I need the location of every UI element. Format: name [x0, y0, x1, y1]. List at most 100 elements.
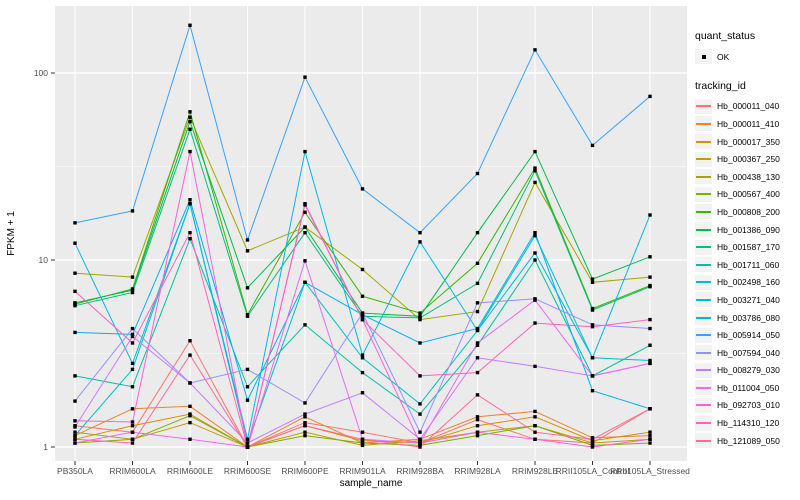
series-color-swatch [696, 369, 711, 372]
data-point [533, 430, 537, 434]
series-color-swatch [696, 228, 711, 231]
data-point [590, 280, 595, 284]
legend-section-quant-status: quant_status OK [695, 30, 798, 66]
legend-entry-label: Hb_000438_130 [717, 171, 780, 182]
series-color-swatch [696, 334, 711, 337]
data-point [475, 230, 480, 235]
legend-entry-label: Hb_000011_410 [717, 118, 780, 129]
legend-key-line [695, 222, 712, 238]
legend-key-line [695, 362, 712, 378]
data-point [188, 414, 192, 418]
legend-tracking-items: Hb_000011_040 Hb_000011_410 Hb_000017_350 H… [695, 98, 798, 450]
legend-title-tracking-id: tracking_id [695, 79, 746, 92]
data-point [533, 437, 537, 441]
data-point [130, 332, 135, 337]
data-point [303, 225, 307, 229]
data-point [418, 374, 422, 378]
data-point [245, 286, 250, 290]
legend-key-line [695, 204, 712, 220]
x-tick-label: RRIM600LE [167, 466, 214, 476]
legend-key-line [695, 415, 712, 431]
data-point [130, 334, 135, 339]
legend-entry-label: Hb_000017_350 [717, 136, 780, 147]
data-point [418, 437, 422, 441]
data-point [475, 370, 480, 375]
legend-key-line [695, 274, 712, 290]
data-point [130, 420, 135, 424]
legend-panel: quant_status OK tracking_id Hb_000011_04… [695, 30, 798, 463]
legend-key-line [695, 98, 712, 114]
data-point [648, 275, 652, 279]
legend-entry-Hb_000438_130: Hb_000438_130 [695, 168, 798, 186]
data-point [303, 259, 307, 263]
data-point [648, 407, 652, 411]
data-point [188, 353, 192, 357]
legend-entry-label: Hb_007594_040 [717, 347, 780, 358]
data-point [533, 423, 537, 428]
legend-entry-label: Hb_008279_030 [717, 365, 780, 376]
series-color-swatch [696, 439, 711, 442]
data-point [475, 171, 480, 176]
data-point [475, 281, 480, 286]
x-axis-title: sample_name [340, 478, 403, 489]
data-point [188, 339, 192, 343]
legend-entry-Hb_007594_040: Hb_007594_040 [695, 344, 798, 362]
y-tick-label: 10 [39, 255, 49, 265]
data-point [475, 341, 480, 345]
data-point [303, 149, 307, 154]
data-point [188, 23, 192, 27]
data-point [188, 437, 192, 441]
data-point [188, 420, 192, 425]
data-point [360, 187, 365, 191]
legend-key-box [695, 49, 712, 65]
data-point [130, 423, 135, 428]
data-point [418, 402, 422, 406]
data-point [303, 420, 307, 425]
data-point [475, 261, 480, 266]
data-point [130, 341, 135, 345]
legend-entry-label: Hb_003786_080 [717, 312, 780, 323]
x-tick-label: RRIM600PE [281, 466, 329, 476]
data-point [418, 230, 422, 235]
data-point [73, 441, 77, 445]
data-point [303, 280, 307, 284]
legend-entry-Hb_114310_120: Hb_114310_120 [695, 414, 798, 432]
data-point [245, 367, 250, 372]
data-point [648, 430, 652, 434]
data-point [73, 425, 77, 429]
data-point [360, 391, 365, 395]
data-point [648, 284, 652, 289]
data-point [360, 441, 365, 445]
data-point [130, 288, 135, 292]
data-point [475, 356, 480, 360]
data-point [303, 210, 307, 214]
data-point [648, 317, 652, 322]
legend-key-line [695, 239, 712, 255]
data-point [360, 356, 365, 360]
x-tick-label: RRIM928BA [396, 466, 444, 476]
data-point [188, 404, 192, 409]
data-point [648, 358, 652, 363]
data-point [590, 441, 595, 445]
legend-entry-label: Hb_000367_250 [717, 154, 780, 165]
data-point [475, 393, 480, 397]
data-point [648, 441, 652, 445]
data-point [590, 437, 595, 441]
data-point [475, 326, 480, 331]
legend-entry-label: Hb_000808_200 [717, 206, 780, 217]
legend-entry-Hb_092703_010: Hb_092703_010 [695, 397, 798, 415]
data-point [590, 277, 595, 281]
legend-entry-Hb_001711_060: Hb_001711_060 [695, 256, 798, 274]
legend-section-tracking-id: tracking_id Hb_000011_040 Hb_000011_410 Hb… [695, 80, 798, 450]
x-tick-label: RRIM600LA [109, 466, 156, 476]
data-point [533, 321, 537, 325]
data-point [648, 94, 652, 99]
data-point [188, 149, 192, 154]
data-point [303, 433, 307, 438]
data-point [533, 415, 537, 419]
legend-key-line [695, 345, 712, 361]
panel-background [55, 6, 687, 461]
series-color-swatch [696, 193, 711, 196]
x-tick-label: PB350LA [57, 466, 93, 476]
data-point [648, 361, 652, 366]
